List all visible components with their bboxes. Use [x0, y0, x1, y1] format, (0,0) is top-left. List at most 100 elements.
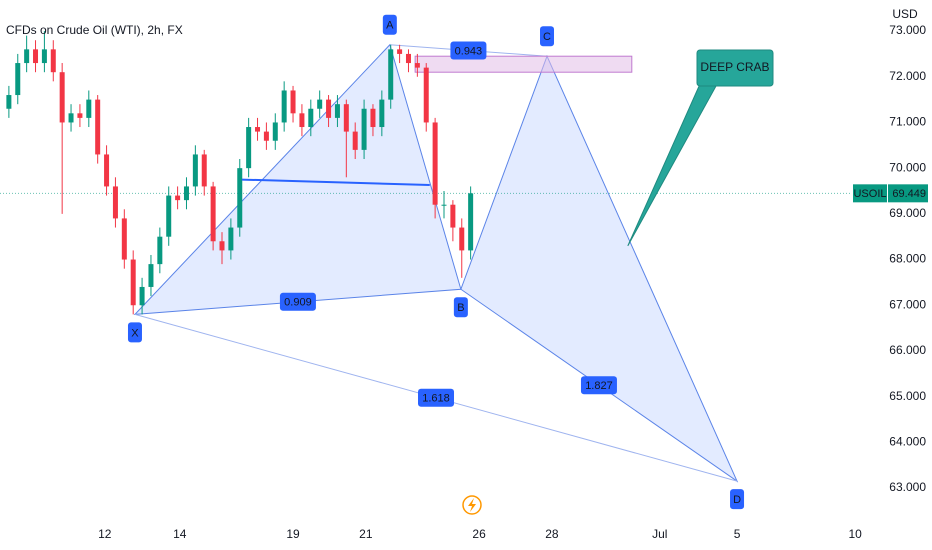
- point-box: [540, 26, 555, 47]
- y-tick-label: 65.000: [889, 389, 926, 403]
- candle-body: [157, 236, 163, 265]
- candle-body: [255, 127, 261, 132]
- candle-body: [139, 286, 145, 306]
- price-label: 69.449: [892, 188, 926, 200]
- candle-body: [59, 72, 65, 123]
- alert-icon: [462, 495, 482, 515]
- y-tick-label: 63.000: [889, 480, 926, 494]
- candle-body: [50, 49, 56, 73]
- point-box: [127, 322, 142, 343]
- candle-body: [237, 168, 243, 228]
- x-tick-label: 26: [472, 527, 486, 541]
- candle-body: [450, 204, 456, 228]
- point-label: B: [457, 302, 464, 314]
- x-tick-label: 28: [545, 527, 559, 541]
- candle-body: [33, 49, 39, 64]
- x-tick-label: 5: [734, 527, 741, 541]
- candle-body: [6, 95, 12, 109]
- x-tick-label: 21: [359, 527, 373, 541]
- candle-body: [423, 67, 429, 123]
- candle-body: [290, 90, 296, 114]
- callout-text: DEEP CRAB: [700, 60, 769, 74]
- candle-body: [130, 259, 136, 306]
- candle-body: [432, 122, 438, 205]
- ratio-box: [418, 388, 455, 407]
- candle-body: [299, 113, 305, 128]
- ratio-label: 1.827: [585, 380, 613, 392]
- ratio-label: 1.618: [422, 393, 450, 405]
- chart-title: CFDs on Crude Oil (WTI), 2h, FX: [6, 23, 183, 37]
- candle-body: [148, 264, 154, 287]
- point-box: [730, 489, 745, 510]
- y-tick-label: 68.000: [889, 252, 926, 266]
- candle-body: [201, 154, 207, 187]
- candle-body: [219, 241, 225, 251]
- callout-box: [696, 49, 774, 87]
- symbol-label: USOIL: [853, 188, 886, 200]
- candle-body: [77, 113, 83, 118]
- y-axis-label: USD: [892, 7, 918, 21]
- y-tick-label: 72.000: [889, 69, 926, 83]
- candle-body: [210, 186, 216, 242]
- candle-body: [326, 99, 332, 118]
- candle-body: [397, 49, 403, 54]
- ratio-box: [450, 41, 487, 60]
- candle-body: [405, 53, 411, 64]
- trend-line: [241, 178, 430, 187]
- point-label: A: [386, 20, 394, 32]
- point-label: X: [131, 327, 139, 339]
- point-box: [453, 297, 468, 318]
- y-tick-label: 66.000: [889, 343, 926, 357]
- candle-body: [228, 227, 234, 251]
- y-tick-label: 70.000: [889, 160, 926, 174]
- candle-body: [183, 186, 189, 201]
- y-tick-label: 73.000: [889, 23, 926, 37]
- candle-body: [414, 63, 420, 68]
- y-tick-label: 71.000: [889, 115, 926, 129]
- ratio-box: [580, 376, 617, 395]
- point-label: C: [543, 31, 551, 43]
- candle-body: [459, 227, 465, 251]
- ratio-box: [279, 292, 316, 311]
- candle-body: [263, 131, 269, 141]
- y-tick-label: 64.000: [889, 434, 926, 448]
- candle-body: [343, 104, 349, 132]
- candle-body: [68, 113, 74, 123]
- candle-body: [468, 193, 474, 251]
- candle-body: [175, 195, 181, 201]
- zone: [414, 55, 633, 73]
- point-label: D: [733, 494, 741, 506]
- candle-body: [334, 104, 340, 118]
- candle-body: [15, 63, 21, 96]
- ratio-label: 0.943: [455, 45, 483, 57]
- x-tick-label: Jul: [652, 527, 667, 541]
- x-tick-label: 12: [98, 527, 112, 541]
- candle-body: [192, 154, 198, 187]
- candle-body: [361, 108, 367, 150]
- x-tick-label: 10: [848, 527, 862, 541]
- candle-body: [41, 49, 47, 64]
- point-box: [382, 14, 397, 35]
- candle-body: [317, 99, 323, 109]
- candle-body: [388, 49, 394, 100]
- alert-bolt: [468, 498, 476, 512]
- candle-body: [86, 99, 92, 118]
- y-tick-label: 69.000: [889, 206, 926, 220]
- candle-body: [95, 99, 101, 155]
- candle-body: [121, 218, 127, 260]
- candle-body: [246, 127, 252, 169]
- symbol-tag: [853, 184, 887, 203]
- candle-body: [112, 186, 118, 219]
- candle-body: [352, 131, 358, 150]
- x-tick-label: 19: [286, 527, 300, 541]
- x-tick-label: 14: [173, 527, 187, 541]
- y-tick-label: 67.000: [889, 297, 926, 311]
- candle-body: [272, 122, 278, 141]
- candle-body: [370, 108, 376, 128]
- candle-body: [379, 99, 385, 128]
- candle-body: [104, 154, 110, 187]
- candle-body: [308, 108, 314, 128]
- candle-body: [166, 195, 172, 237]
- price-tag: [888, 184, 928, 203]
